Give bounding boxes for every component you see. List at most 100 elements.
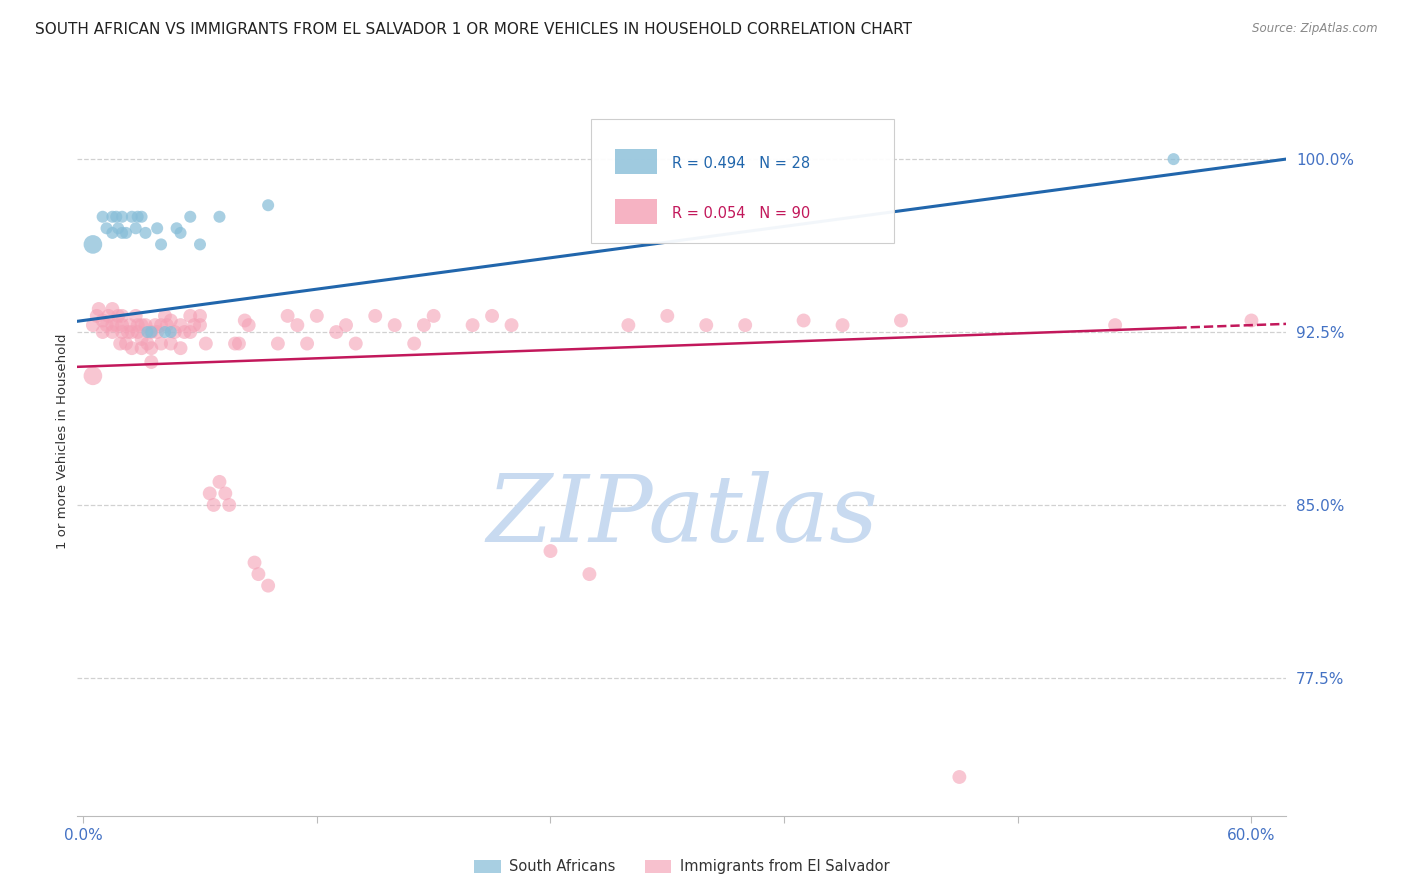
Point — [150, 237, 173, 252]
Point — [134, 318, 156, 332]
Point — [121, 210, 143, 224]
Point — [141, 341, 163, 355]
Point — [793, 313, 815, 327]
Point — [159, 336, 181, 351]
Point — [831, 318, 853, 332]
Point — [188, 318, 211, 332]
Point — [285, 318, 308, 332]
Point — [404, 336, 426, 351]
Point — [183, 318, 205, 332]
FancyBboxPatch shape — [616, 199, 657, 224]
Point — [91, 313, 114, 327]
Point — [159, 313, 181, 327]
Text: Source: ZipAtlas.com: Source: ZipAtlas.com — [1253, 22, 1378, 36]
Point — [86, 309, 108, 323]
Point — [96, 318, 118, 332]
Text: ZIPatlas: ZIPatlas — [486, 472, 877, 561]
Point — [131, 341, 153, 355]
Point — [163, 325, 186, 339]
Point — [97, 309, 120, 323]
Point — [111, 318, 134, 332]
Point — [125, 309, 148, 323]
Point — [107, 309, 129, 323]
Point — [890, 313, 912, 327]
Point — [413, 318, 436, 332]
Point — [136, 325, 159, 339]
Point — [156, 318, 179, 332]
Point — [121, 341, 143, 355]
Point — [267, 336, 290, 351]
Point — [208, 475, 231, 489]
Point — [194, 336, 217, 351]
Point — [695, 318, 717, 332]
Point — [461, 318, 484, 332]
Point — [82, 368, 104, 383]
Point — [257, 198, 280, 212]
Point — [141, 325, 163, 339]
Point — [141, 325, 163, 339]
Point — [108, 336, 131, 351]
Point — [179, 309, 201, 323]
Point — [107, 221, 129, 235]
Point — [82, 318, 104, 332]
Point — [540, 544, 562, 558]
Point — [127, 318, 149, 332]
Point — [105, 318, 128, 332]
Point — [198, 486, 221, 500]
Point — [734, 318, 756, 332]
Point — [481, 309, 503, 323]
Text: R = 0.054   N = 90: R = 0.054 N = 90 — [672, 205, 810, 220]
Point — [117, 325, 139, 339]
Point — [501, 318, 523, 332]
Point — [422, 309, 444, 323]
Point — [111, 309, 134, 323]
Point — [111, 210, 134, 224]
Point — [101, 318, 124, 332]
Point — [948, 770, 970, 784]
Point — [166, 221, 188, 235]
Point — [136, 336, 159, 351]
Point — [218, 498, 240, 512]
Y-axis label: 1 or more Vehicles in Household: 1 or more Vehicles in Household — [56, 334, 69, 549]
Point — [1104, 318, 1126, 332]
Point — [131, 332, 153, 346]
Point — [578, 567, 600, 582]
Point — [153, 309, 176, 323]
Point — [179, 210, 201, 224]
Point — [228, 336, 250, 351]
Point — [111, 226, 134, 240]
Point — [335, 318, 357, 332]
Point — [121, 325, 143, 339]
Text: SOUTH AFRICAN VS IMMIGRANTS FROM EL SALVADOR 1 OR MORE VEHICLES IN HOUSEHOLD COR: SOUTH AFRICAN VS IMMIGRANTS FROM EL SALV… — [35, 22, 912, 37]
Point — [127, 210, 149, 224]
Point — [150, 318, 173, 332]
Point — [134, 226, 156, 240]
Point — [118, 318, 141, 332]
Point — [173, 325, 195, 339]
Point — [150, 336, 173, 351]
Point — [617, 318, 640, 332]
Point — [87, 301, 110, 316]
Point — [115, 336, 138, 351]
Point — [146, 325, 169, 339]
Point — [214, 486, 236, 500]
Point — [208, 210, 231, 224]
Point — [179, 325, 201, 339]
Point — [115, 226, 138, 240]
Point — [127, 325, 149, 339]
Point — [257, 579, 280, 593]
Point — [169, 226, 191, 240]
Point — [101, 301, 124, 316]
Point — [111, 325, 134, 339]
Point — [91, 325, 114, 339]
Point — [1163, 152, 1185, 166]
Point — [91, 210, 114, 224]
Point — [125, 221, 148, 235]
Point — [224, 336, 246, 351]
Point — [238, 318, 260, 332]
Point — [657, 309, 679, 323]
Point — [169, 318, 191, 332]
Point — [344, 336, 367, 351]
Point — [277, 309, 299, 323]
Point — [105, 210, 128, 224]
